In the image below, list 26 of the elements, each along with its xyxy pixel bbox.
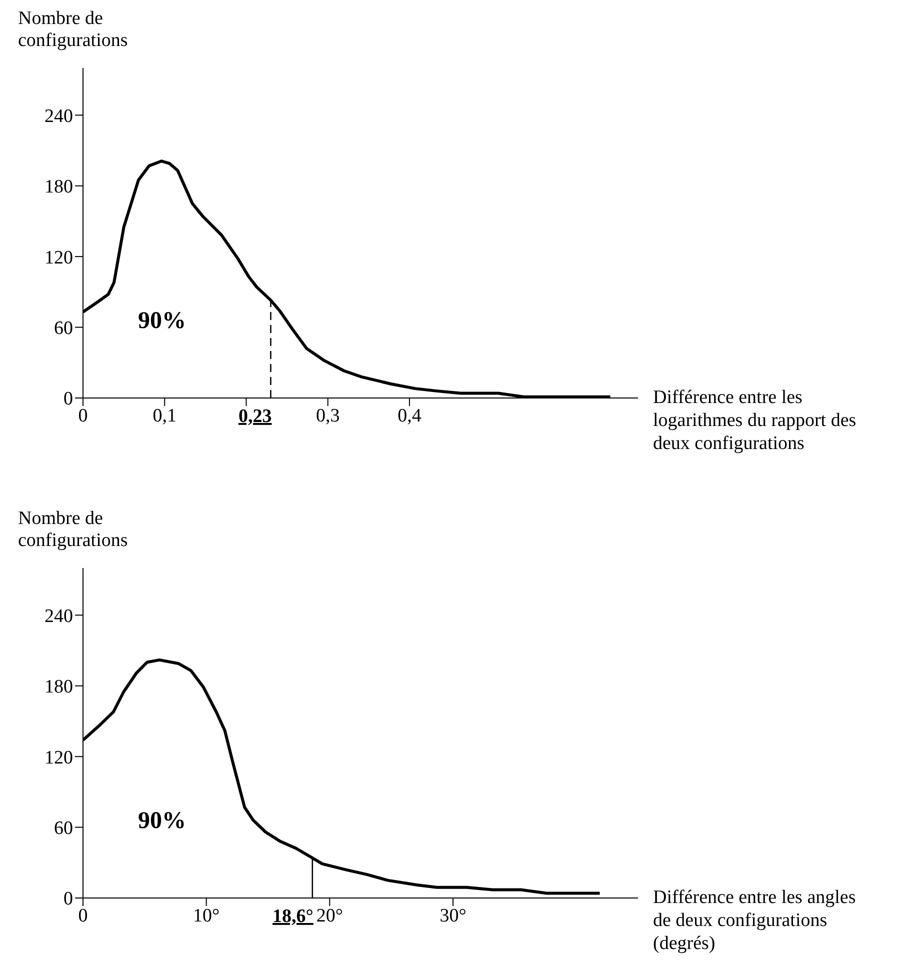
ref-line-label: 18,6°: [272, 906, 314, 927]
x-tick-label: 30°: [440, 905, 466, 926]
y-tick-label: 120: [44, 747, 73, 768]
annotation: 90%: [138, 808, 186, 835]
y-tick-label: 240: [44, 106, 73, 127]
x-tick-label: 20°: [316, 905, 343, 926]
x-tick-label: 0: [78, 405, 88, 426]
x-tick-label: 0,1: [152, 405, 176, 426]
annotation: 90%: [138, 308, 186, 335]
y-tick-label: 240: [44, 606, 73, 627]
y-tick-label: 0: [64, 388, 73, 410]
x-tick-label: 0,4: [398, 405, 422, 426]
y-axis-title: Nombre de configurations: [18, 508, 129, 552]
x-axis-title: Différence entre les logarithmes du rapport des deux configurations: [653, 386, 858, 455]
y-tick-label: 120: [44, 247, 73, 268]
y-tick-label: 60: [54, 318, 73, 340]
y-tick-label: 0: [64, 888, 73, 910]
x-tick-label: 0,3: [316, 405, 340, 426]
y-tick-label: 180: [44, 176, 73, 198]
x-tick-label: 10°: [193, 905, 220, 926]
y-tick-label: 180: [44, 676, 73, 698]
x-tick-label: 0: [78, 905, 88, 926]
y-axis-title: Nombre de configurations: [18, 8, 129, 52]
ref-line-label: 0,23: [238, 406, 272, 427]
x-axis-title: Différence entre les angles de deux configurations (degrés): [653, 886, 857, 955]
y-tick-label: 60: [54, 818, 73, 840]
